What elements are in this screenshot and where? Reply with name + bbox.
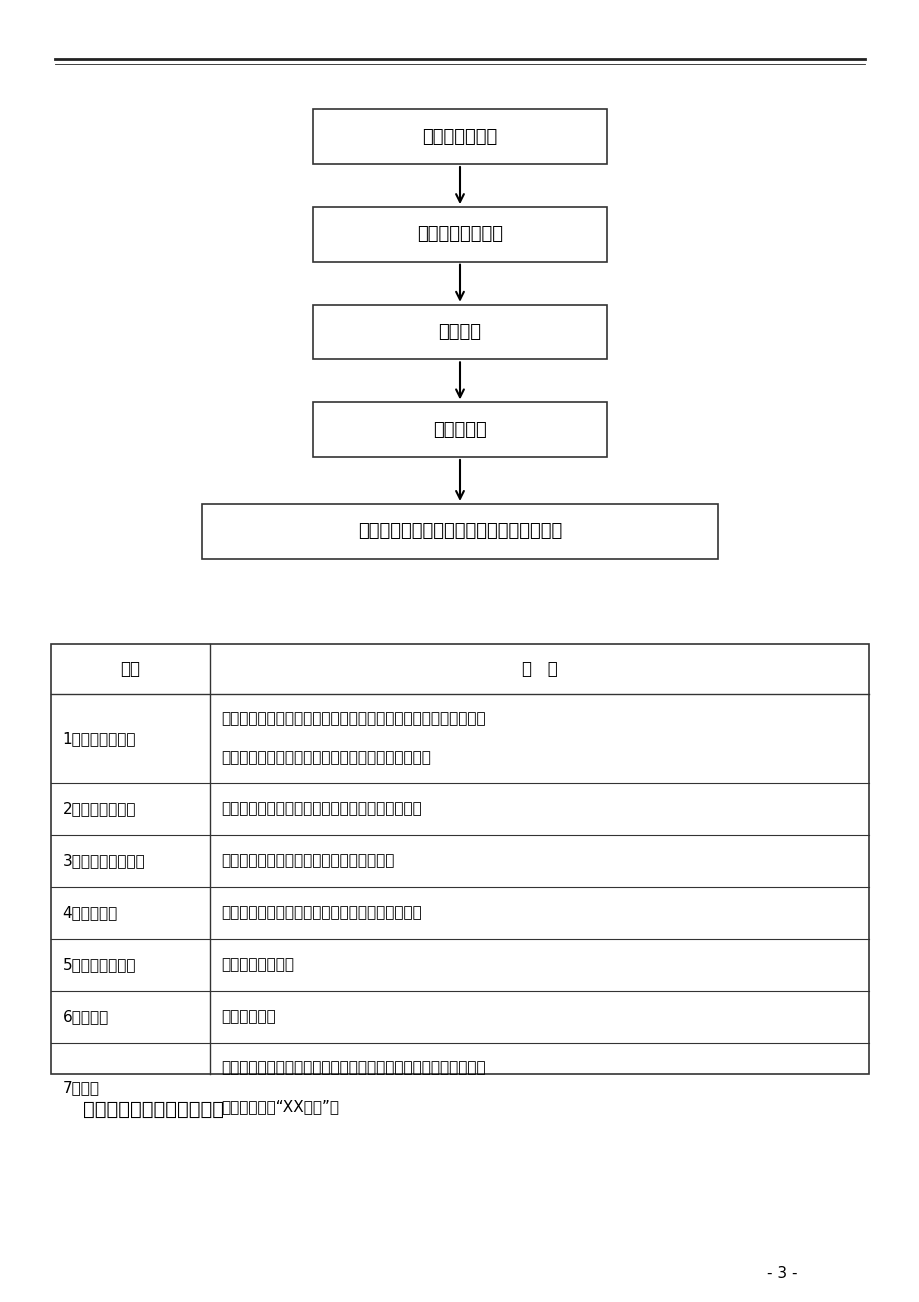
Text: 请单，写明：借款时间，注明用途、金额、所属部门: 请单，写明：借款时间，注明用途、金额、所属部门 [221, 750, 431, 766]
Text: 步骤: 步骤 [120, 660, 140, 678]
Text: 出纳复核（审批手续、金额）签字确认付款: 出纳复核（审批手续、金额）签字确认付款 [357, 522, 562, 540]
Text: 根据当期实际用款情况申请实际资金使用额: 根据当期实际用款情况申请实际资金使用额 [221, 853, 394, 868]
Text: 出纳复核借款手续完善后付款，领款人签字（若有指定代领人需在: 出纳复核借款手续完善后付款，领款人签字（若有指定代领人需在 [221, 1060, 486, 1075]
Text: 3、向公司申请资金: 3、向公司申请资金 [62, 853, 145, 868]
Bar [312, 305, 607, 359]
Bar [51, 644, 868, 1074]
Text: 6、财务部: 6、财务部 [62, 1009, 108, 1025]
Text: 主管审核签字: 主管审核签字 [221, 1009, 277, 1025]
Text: 会计审核: 会计审核 [438, 323, 481, 341]
Text: 5、公司领导审批: 5、公司领导审批 [62, 957, 136, 973]
Text: 经办人填借款单: 经办人填借款单 [422, 128, 497, 146]
Text: 7、付款: 7、付款 [62, 1079, 99, 1095]
Bar [202, 504, 717, 559]
Text: 总经理审批: 总经理审批 [433, 421, 486, 439]
Text: - 3 -: - 3 - [766, 1266, 797, 1281]
Text: （二）购买办公用品流程图: （二）购买办公用品流程图 [83, 1100, 223, 1118]
Text: 按备用金、差旅费、业务费、报建费、购买物资等事项填写借款申: 按备用金、差旅费、业务费、报建费、购买物资等事项填写借款申 [221, 711, 486, 727]
Text: 报销单上备注“XX代领”）: 报销单上备注“XX代领”） [221, 1099, 339, 1115]
Text: 1、经办人提计划: 1、经办人提计划 [62, 730, 136, 746]
Text: 条   件: 条 件 [521, 660, 557, 678]
Text: 4、会计审核: 4、会计审核 [62, 905, 118, 921]
Text: 领导审批借款事项: 领导审批借款事项 [221, 957, 294, 973]
Bar [312, 402, 607, 457]
Bar [312, 207, 607, 262]
Text: 本部门负责人审查: 本部门负责人审查 [416, 225, 503, 243]
Bar [312, 109, 607, 164]
Text: 2、主管部门审查: 2、主管部门审查 [62, 801, 136, 816]
Text: 本部门主管领导审查签字确认，同时审核借款额度: 本部门主管领导审查签字确认，同时审核借款额度 [221, 801, 422, 816]
Text: 借款原则：前款不清后款不借，特殊情况特殊处理: 借款原则：前款不清后款不借，特殊情况特殊处理 [221, 905, 422, 921]
